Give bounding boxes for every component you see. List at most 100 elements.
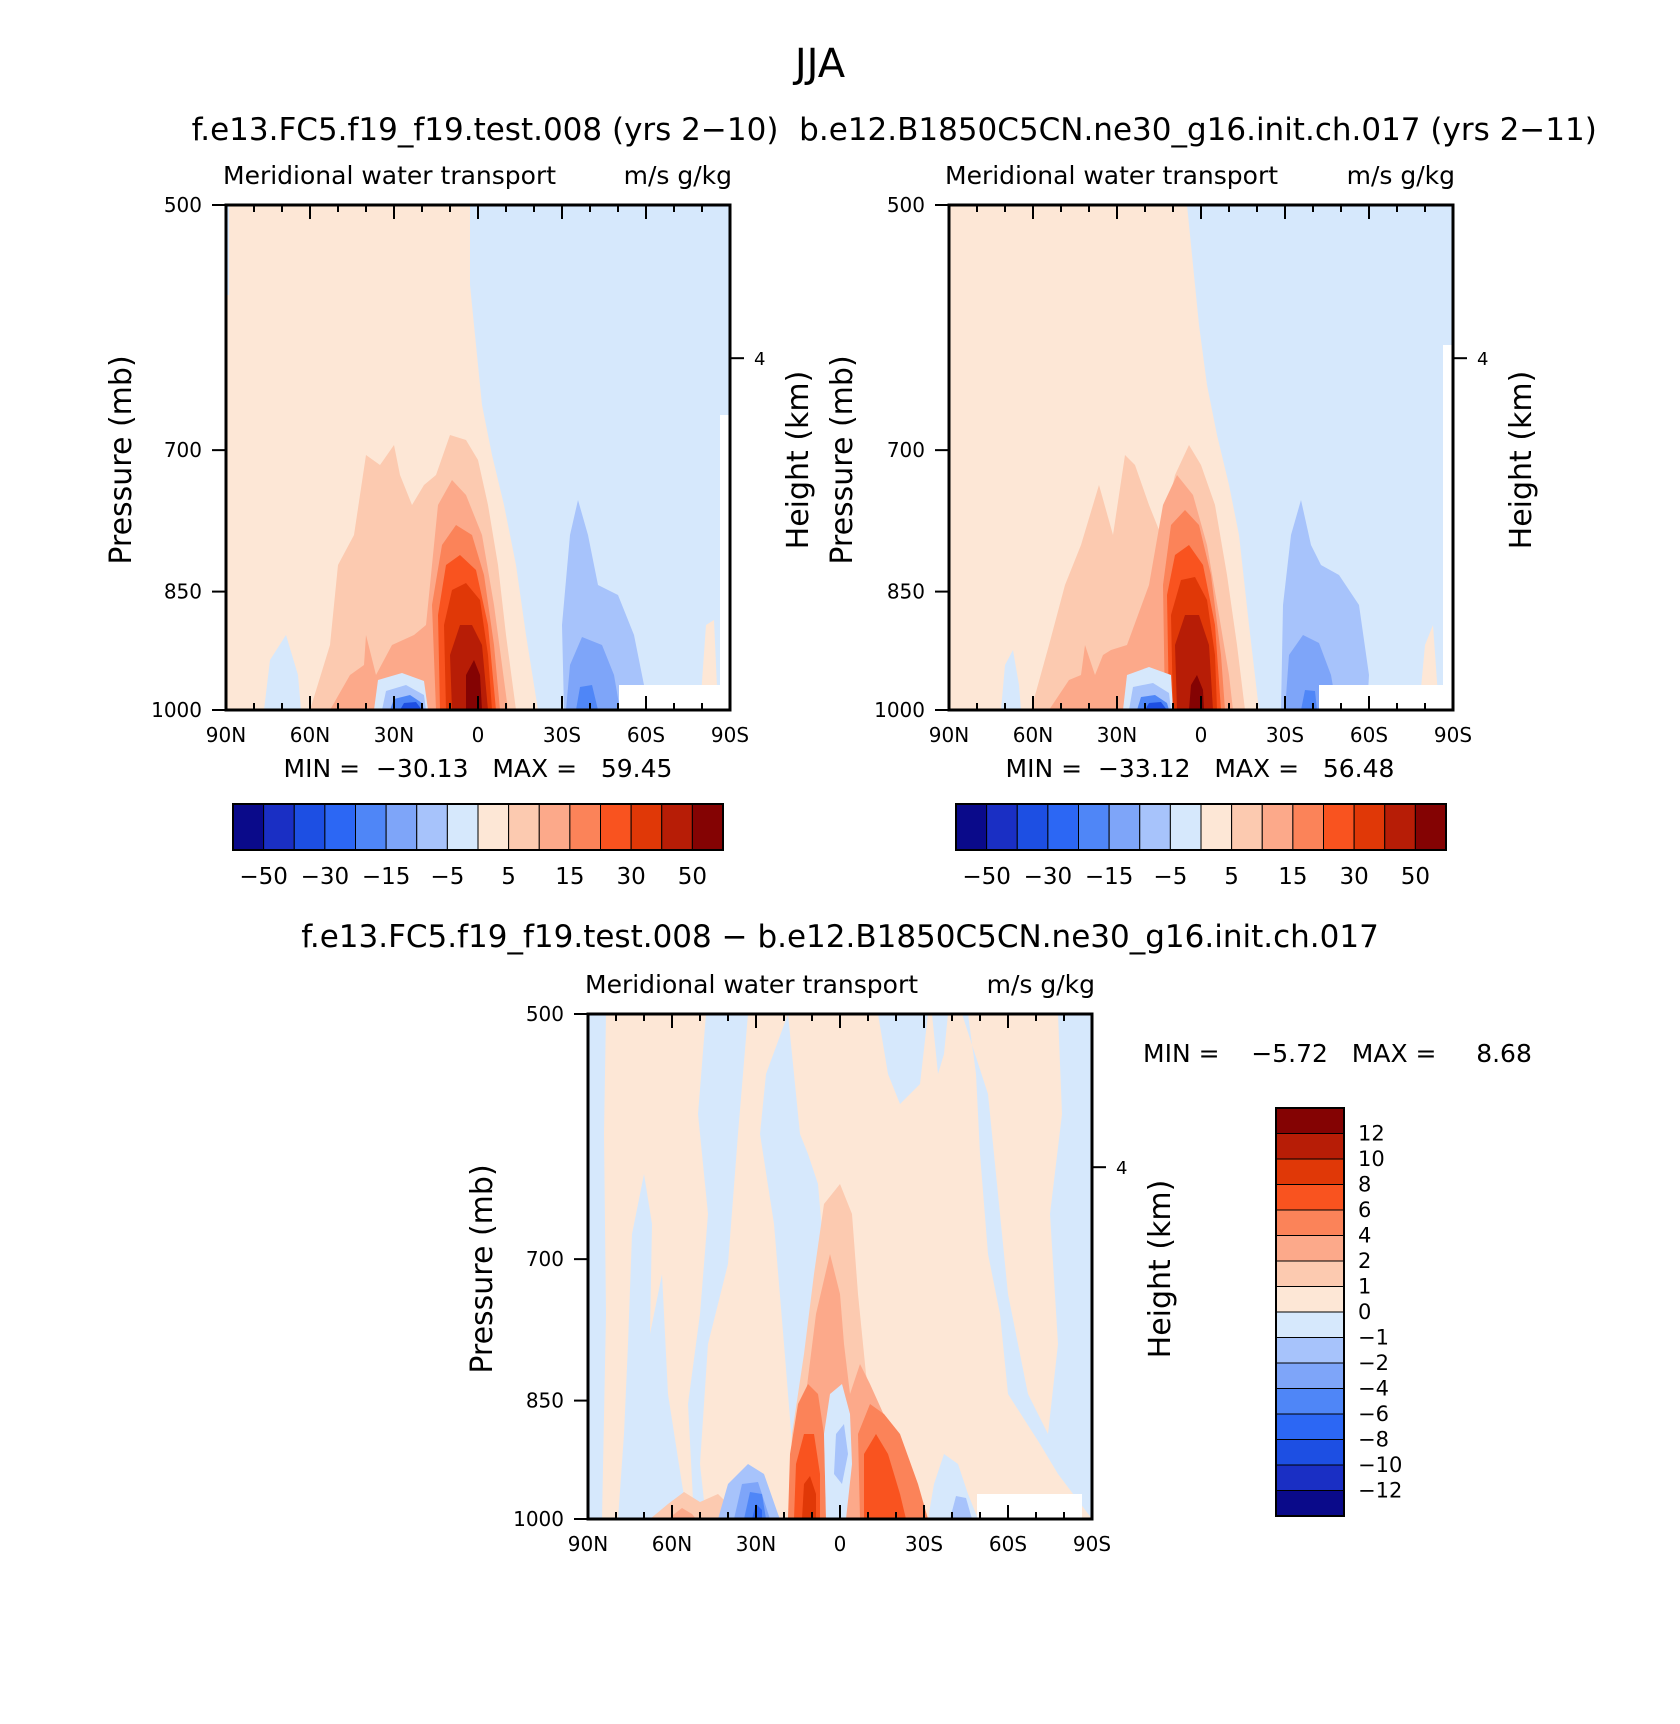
panel1-units: m/s g/kg: [624, 161, 732, 190]
colorbar-swatch: [508, 803, 540, 851]
y-tick-label: 850: [164, 580, 202, 604]
colorbar-label: −12: [1358, 1479, 1402, 1503]
colorbar-swatch: [385, 803, 418, 851]
x-tick-label: 60N: [290, 723, 330, 747]
colorbar-swatch: [538, 803, 571, 851]
colorbar-swatch: [1200, 803, 1233, 851]
panel1-name: f.e13.FC5.f19_f19.test.008 (yrs 2−10): [192, 112, 779, 148]
colorbar-swatch: [1323, 803, 1355, 851]
x-tick-label: 90N: [206, 723, 246, 747]
colorbar-label: 50: [1401, 864, 1430, 890]
panel2-missing-edge: [1443, 345, 1453, 710]
panel3-y-right-label: Height (km): [1143, 1180, 1178, 1359]
colorbar-label: 5: [501, 864, 516, 890]
x-tick-label: 30S: [905, 1532, 943, 1556]
colorbar-swatch: [1353, 803, 1386, 851]
colorbar-label: −10: [1358, 1453, 1402, 1477]
colorbar-swatch: [263, 803, 295, 851]
colorbar-swatch: [1275, 1235, 1345, 1262]
colorbar-label: −50: [962, 864, 1011, 890]
y-tick-label: 500: [526, 1002, 564, 1026]
panel1-missing-edge: [720, 415, 730, 710]
panel1-y-label: Pressure (mb): [104, 355, 139, 564]
colorbar-label: −4: [1358, 1377, 1389, 1401]
y-tick-label: 500: [164, 193, 202, 217]
colorbar-swatch: [691, 803, 724, 851]
panel2-contour-neg-north-4: [1145, 702, 1167, 710]
panel2-x-ticks: 90N 60N 30N 0 30S 60S 90S: [929, 205, 1472, 747]
colorbar-swatch: [1275, 1362, 1345, 1389]
y-tick-label: 850: [526, 1389, 564, 1413]
colorbar-swatch: [1275, 1413, 1345, 1440]
y-tick-label: 700: [526, 1247, 564, 1271]
colorbar-swatch: [416, 803, 448, 851]
colorbar-label: −5: [1153, 864, 1187, 890]
colorbar-label: 2: [1358, 1249, 1371, 1273]
colorbar-swatch: [1169, 803, 1202, 851]
panel3-neg-band-f: [932, 1014, 948, 1074]
panel3-neg-band-b: [688, 1014, 748, 1519]
panel3-pos-nw-strong: [668, 1508, 696, 1519]
colorbar-swatch: [1047, 803, 1079, 851]
colorbar-swatch: [1275, 1158, 1345, 1185]
x-tick-label: 90N: [929, 723, 969, 747]
colorbar-label: 30: [1339, 864, 1368, 890]
panel1-plot: 90N 60N 30N 0 30S 60S 90S 500 700 850 1000 4: [151, 193, 765, 747]
panel2-y-right-label: Height (km): [1504, 371, 1539, 550]
x-tick-label: 30N: [736, 1532, 776, 1556]
colorbar-swatch: [1275, 1133, 1345, 1160]
colorbar-swatch: [1275, 1260, 1345, 1287]
colorbar-label: −8: [1358, 1428, 1389, 1452]
panel3-neg-eq-2: [834, 1424, 848, 1484]
panel3-y-label: Pressure (mb): [465, 1164, 500, 1373]
colorbar-label: 4: [1358, 1224, 1371, 1248]
panel3-neg-band-d: [878, 1014, 928, 1104]
colorbar-swatch: [600, 803, 632, 851]
colorbar-swatch: [1275, 1184, 1345, 1211]
x-tick-label: 90S: [711, 723, 749, 747]
colorbar-frame: [1275, 1107, 1345, 1517]
colorbar-swatch: [477, 803, 510, 851]
x-tick-label: 90N: [568, 1532, 608, 1556]
colorbar-label: 6: [1358, 1198, 1371, 1222]
x-tick-label: 60N: [1013, 723, 1053, 747]
panel2-subtitle: Meridional water transport: [945, 161, 1278, 190]
panel1-contour-neg-north-4: [400, 702, 422, 710]
panel3-neg-west-strip: [588, 1014, 606, 1519]
panel2-units: m/s g/kg: [1347, 161, 1455, 190]
panel1-y-ticks: 500 700 850 1000 4: [151, 193, 765, 722]
colorbar-swatch: [1275, 1107, 1345, 1134]
y-tick-label: 1000: [513, 1507, 564, 1531]
colorbar-swatch: [1275, 1490, 1345, 1517]
panel2-stats: MIN = −33.12 MAX = 56.48: [1006, 754, 1395, 783]
panel3-plot: 90N 60N 30N 0 30S 60S 90S 500 700 850 1000 4: [513, 1002, 1127, 1556]
colorbar-swatch: [1275, 1439, 1345, 1466]
colorbar-swatch: [1016, 803, 1049, 851]
colorbar-label: −2: [1358, 1351, 1389, 1375]
x-tick-label: 0: [834, 1532, 847, 1556]
panel1-contour-left-neg: [264, 635, 301, 710]
colorbar-label: −30: [1024, 864, 1073, 890]
x-tick-label: 60S: [1350, 723, 1388, 747]
colorbar-swatch: [630, 803, 663, 851]
panel3-units: m/s g/kg: [987, 970, 1095, 999]
panel1-y-right-label: Height (km): [781, 371, 816, 550]
colorbar-label: 15: [555, 864, 584, 890]
colorbar-swatch: [355, 803, 387, 851]
colorbar-swatch: [1384, 803, 1416, 851]
colorbar-label: 5: [1224, 864, 1239, 890]
panel2-y-ticks: 500 700 850 1000 4: [874, 193, 1488, 722]
colorbar-label: 10: [1358, 1147, 1385, 1171]
panel3-neg-band-a: [618, 1174, 688, 1519]
colorbar-swatch: [1231, 803, 1263, 851]
colorbar-label: 15: [1278, 864, 1307, 890]
colorbar-swatch: [293, 803, 326, 851]
colorbar-swatch: [1139, 803, 1171, 851]
panel3-y-ticks: 500 700 850 1000 4: [513, 1002, 1127, 1531]
colorbar-swatch: [1108, 803, 1141, 851]
x-tick-label: 30S: [543, 723, 581, 747]
panel1-contour-neg-south-core: [576, 685, 598, 710]
colorbar-swatch: [1261, 803, 1294, 851]
colorbar-label: 1: [1358, 1275, 1371, 1299]
